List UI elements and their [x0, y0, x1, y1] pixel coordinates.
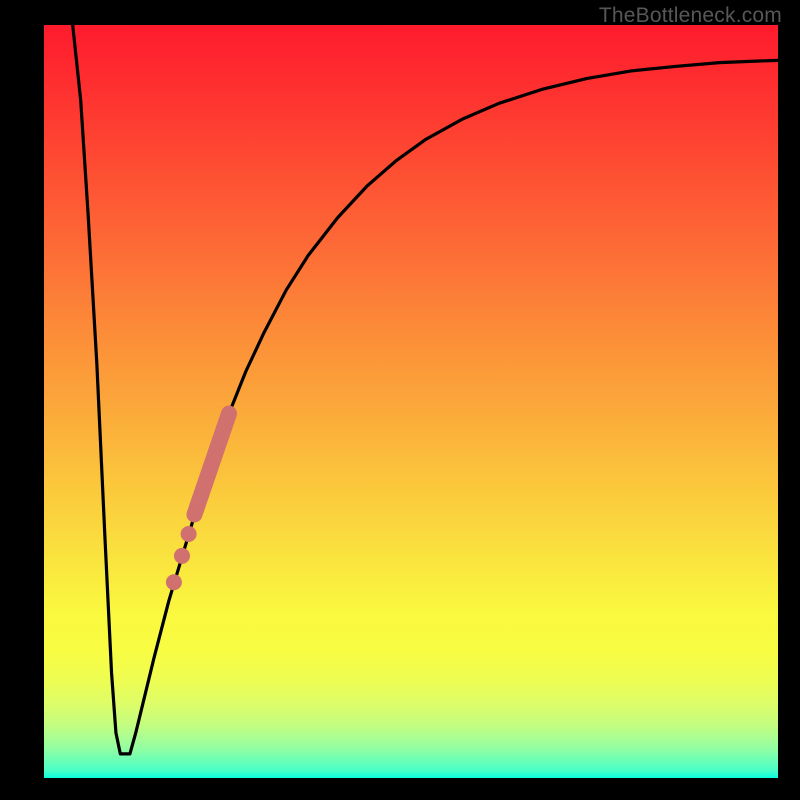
watermark-text: TheBottleneck.com — [599, 4, 782, 28]
bottleneck-curve-chart — [0, 0, 800, 800]
chart-plot-background — [44, 25, 778, 778]
chart-container: TheBottleneck.com — [0, 0, 800, 800]
highlight-dot — [166, 574, 182, 590]
highlight-dot — [181, 526, 197, 542]
highlight-dot — [174, 548, 190, 564]
